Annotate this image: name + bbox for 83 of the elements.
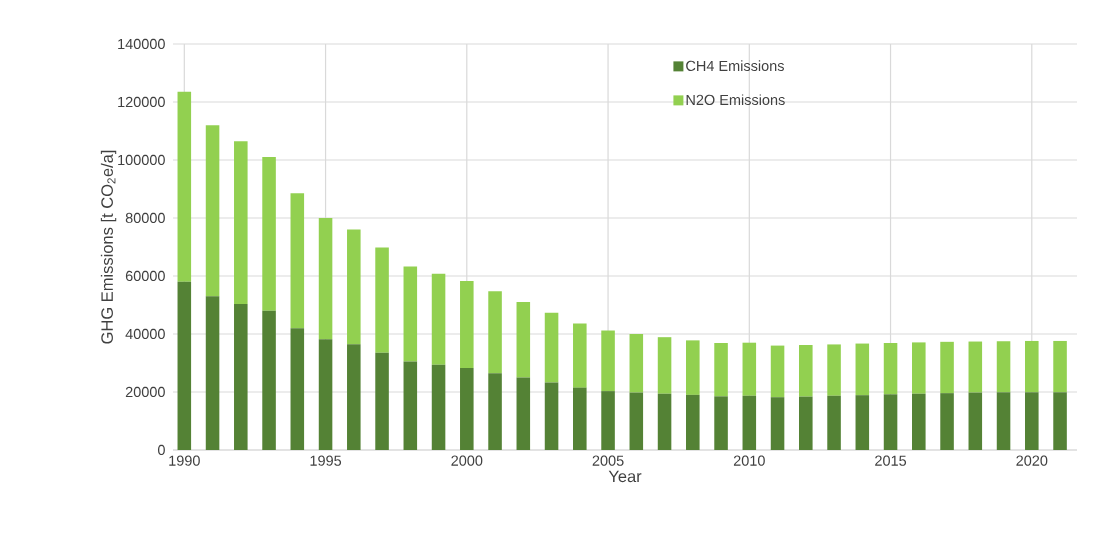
bar [573, 323, 587, 388]
bar [714, 396, 728, 450]
bar [968, 392, 983, 450]
x-tick-label: 2015 [875, 455, 907, 466]
bar [601, 391, 615, 450]
bar [912, 393, 926, 450]
bar [318, 217, 333, 340]
bar [347, 229, 361, 345]
x-tick-label: 1995 [310, 455, 342, 466]
bar [205, 296, 220, 450]
bar [573, 387, 587, 450]
bar [1053, 392, 1067, 450]
bar [827, 395, 841, 450]
bar [742, 342, 757, 396]
bar [234, 141, 248, 305]
bar [855, 395, 870, 450]
x-tick-label: 2000 [451, 455, 483, 466]
bar [742, 395, 757, 450]
bar [940, 341, 954, 394]
bar [205, 125, 220, 297]
y-tick-label: 0 [157, 444, 165, 456]
x-axis-title: Year [608, 470, 642, 483]
bar [177, 91, 192, 282]
y-tick-label: 120000 [118, 96, 165, 108]
bar [488, 291, 502, 374]
bar [714, 342, 728, 397]
bar [629, 392, 644, 450]
y-tick-label: 40000 [125, 328, 165, 340]
x-tick-label: 2005 [592, 455, 624, 466]
bar [657, 337, 672, 394]
bar [403, 266, 418, 362]
bar [516, 302, 531, 378]
x-tick-label: 1990 [169, 455, 200, 466]
x-tick-label: 2020 [1016, 455, 1048, 466]
bar [234, 304, 248, 450]
bar [1053, 340, 1067, 393]
bar [940, 393, 954, 450]
bar [431, 364, 446, 450]
legend-label: N2O Emissions [686, 94, 785, 106]
bar [516, 377, 531, 450]
bar [770, 397, 785, 450]
bar [488, 373, 502, 450]
bar [460, 280, 474, 368]
legend-label: CH4 Emissions [686, 60, 784, 72]
bar [799, 345, 813, 397]
bar [262, 157, 276, 311]
bar [883, 342, 898, 395]
bar [601, 330, 615, 392]
bar [1025, 340, 1039, 393]
y-tick-label: 60000 [125, 270, 165, 282]
bar [403, 361, 418, 450]
bar [290, 328, 305, 450]
bar [968, 341, 983, 393]
bar [629, 333, 644, 393]
bar [290, 193, 305, 329]
bar [1025, 392, 1039, 450]
y-tick-label: 20000 [125, 386, 165, 398]
bar [686, 340, 700, 395]
bar [855, 343, 870, 396]
bar [544, 382, 559, 450]
bar [347, 344, 361, 450]
bar [770, 345, 785, 398]
y-tick-label: 80000 [125, 212, 165, 224]
bar [375, 352, 389, 450]
bar [883, 394, 898, 450]
x-tick-label: 2010 [733, 455, 765, 466]
bar [544, 312, 559, 383]
y-tick-label: 140000 [118, 38, 165, 50]
bar [827, 344, 841, 396]
bar [996, 392, 1011, 450]
bar [177, 281, 192, 450]
bar [262, 310, 276, 450]
bar [375, 247, 389, 353]
y-axis-title: GHG Emissions [t CO$_{2}$e/a] [100, 150, 117, 344]
bar [686, 394, 700, 450]
bar [318, 339, 333, 450]
y-tick-label: 100000 [118, 154, 165, 166]
bar [799, 396, 813, 450]
bar [431, 273, 446, 365]
bar [996, 341, 1011, 393]
bar [657, 393, 672, 450]
bar [912, 342, 926, 394]
bar [460, 367, 474, 450]
